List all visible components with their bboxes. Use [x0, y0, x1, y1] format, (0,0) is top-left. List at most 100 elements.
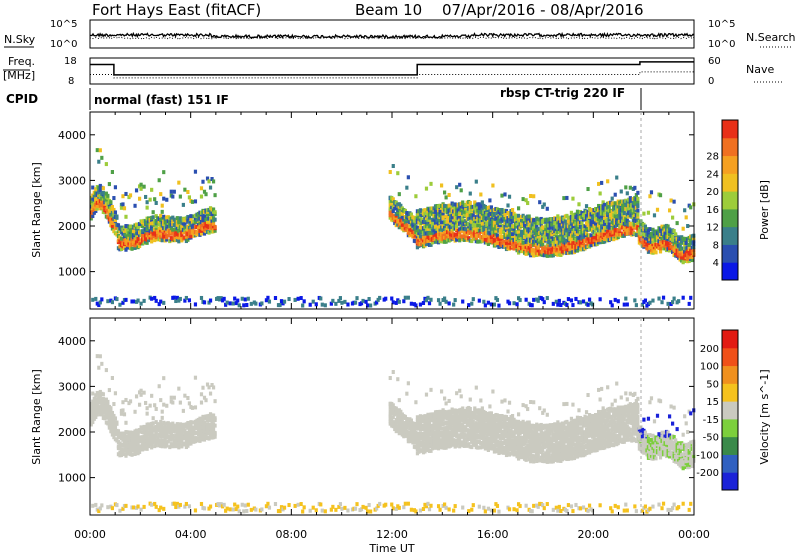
velocity-cell	[94, 502, 98, 507]
velocity-cell	[483, 440, 487, 445]
power-cell	[574, 296, 578, 301]
power-cell	[565, 195, 569, 200]
power-cell	[94, 296, 98, 301]
power-cell	[150, 296, 154, 301]
velocity-cell	[110, 430, 114, 435]
power-cell	[205, 212, 210, 217]
colorbar-segment	[722, 191, 738, 210]
velocity-cell	[391, 420, 395, 425]
power-cell	[199, 228, 204, 233]
velocity-cell	[128, 399, 133, 404]
velocity-cell	[110, 410, 114, 415]
velocity-cell	[199, 392, 204, 397]
power-cell	[444, 299, 448, 304]
noise-panel-frame	[89, 19, 695, 49]
velocity-cell	[397, 505, 401, 510]
power-cell	[446, 221, 450, 226]
velocity-cell	[213, 399, 217, 404]
velocity-cell	[142, 390, 146, 395]
power-cell	[539, 239, 543, 244]
power-cell	[444, 239, 448, 244]
power-cell	[189, 217, 193, 222]
velocity-cell	[405, 391, 409, 396]
velocity-cell	[101, 392, 105, 397]
power-cell	[157, 178, 161, 183]
velocity-cell	[473, 406, 477, 411]
velocity-cell	[162, 402, 166, 407]
power-cell	[516, 229, 521, 234]
velocity-cell	[427, 424, 432, 429]
velocity-cell	[119, 431, 124, 436]
power-cell	[378, 295, 382, 300]
velocity-cell	[500, 440, 504, 445]
power-cell	[178, 194, 182, 199]
power-cell	[553, 229, 557, 234]
power-cell	[464, 203, 468, 208]
velocity-cell	[190, 436, 195, 441]
power-cell	[636, 212, 640, 217]
velocity-cell	[124, 420, 128, 425]
power-cell	[131, 299, 136, 304]
velocity-cell	[112, 418, 116, 423]
power-cell	[355, 296, 359, 301]
velocity-cell	[199, 400, 204, 405]
velocity-cell	[157, 508, 161, 513]
power-cell	[98, 148, 102, 153]
power-cell	[477, 298, 481, 303]
power-cell	[95, 206, 99, 211]
velocity-cell	[162, 376, 166, 381]
velocity-cell	[103, 410, 107, 415]
power-cell	[648, 194, 652, 199]
power-cell	[296, 296, 300, 301]
power-cell	[532, 194, 536, 199]
power-cell	[159, 192, 163, 197]
velocity-cell	[104, 397, 108, 402]
freq-trace	[90, 61, 694, 76]
velocity-cell	[343, 505, 347, 510]
velocity-cell	[168, 426, 172, 431]
power-cell	[600, 217, 604, 222]
power-cell	[94, 187, 98, 192]
velocity-cell	[399, 409, 403, 414]
velocity-cell	[98, 506, 102, 511]
power-cell	[501, 239, 506, 244]
velocity-cell	[207, 385, 211, 390]
velocity-cell	[100, 411, 104, 416]
velocity-cell	[278, 509, 282, 514]
power-cell	[633, 199, 637, 204]
power-cell	[264, 298, 269, 303]
velocity-cell	[430, 446, 435, 451]
power-cell	[500, 234, 504, 239]
velocity-cell	[421, 441, 426, 446]
velocity-cell	[406, 501, 410, 506]
velocity-cell	[439, 426, 444, 431]
power-cell	[147, 238, 151, 243]
power-cell	[160, 203, 164, 208]
power-cell	[642, 211, 646, 216]
power-cell	[687, 242, 691, 247]
velocity-cell	[394, 406, 398, 411]
power-cell	[134, 188, 139, 193]
velocity-cell	[98, 393, 102, 398]
power-cell	[204, 227, 208, 232]
power-cell	[157, 302, 161, 307]
power-cell	[329, 301, 333, 306]
power-cell	[542, 234, 546, 239]
power-cell	[267, 299, 272, 304]
velocity-cell	[501, 435, 506, 440]
velocity-cell	[133, 449, 137, 454]
velocity-cell	[202, 437, 207, 442]
velocity-cell	[394, 421, 398, 426]
power-cell	[581, 299, 586, 304]
y-tick-label-0: 1000	[58, 266, 86, 279]
power-cell	[547, 248, 551, 253]
power-cell	[571, 225, 575, 230]
power-cell	[483, 303, 487, 308]
velocity-cell	[125, 434, 130, 439]
velocity-cell	[483, 509, 487, 514]
power-cell	[430, 221, 435, 226]
power-cell	[595, 225, 599, 230]
power-cell	[246, 296, 250, 301]
velocity-cell	[219, 502, 223, 507]
